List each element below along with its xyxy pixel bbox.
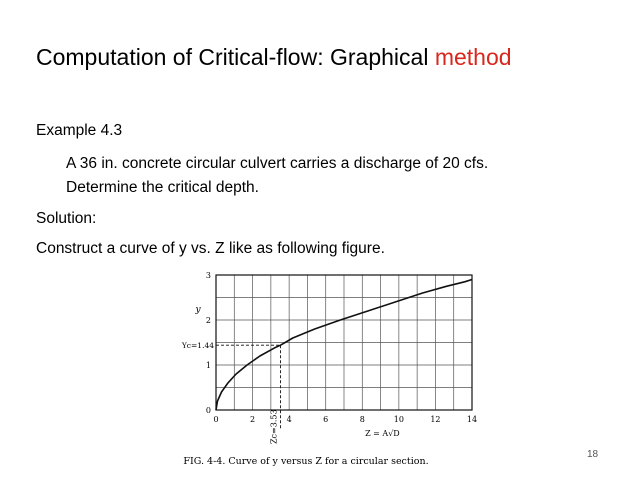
y-tick-label: 3: [206, 271, 211, 280]
x-tick-label: 12: [430, 415, 440, 424]
chart-axes: [215, 274, 473, 411]
x-tick-label: 2: [250, 415, 255, 424]
y-tick-label: 1: [206, 361, 211, 370]
x-tick-label: 10: [394, 415, 404, 424]
title-accent: method: [434, 44, 512, 70]
x-tick-label: 6: [323, 415, 328, 424]
zc-annotation: Zc=3.53: [270, 409, 279, 444]
x-tick-label: 4: [287, 415, 292, 424]
figure-caption: FIG. 4-4. Curve of y versus Z for a circ…: [183, 456, 428, 467]
curve-y-vs-z: [215, 278, 473, 411]
y-tick-label: 2: [206, 316, 211, 325]
y-tick-label: 0: [206, 406, 211, 415]
x-tick-label: 14: [467, 415, 477, 424]
x-axis-label: Z = A√D: [365, 429, 400, 438]
problem-line-1: A 36 in. concrete circular culvert carri…: [66, 155, 489, 172]
solution-heading: Solution:: [36, 210, 97, 227]
solution-text: Construct a curve of y vs. Z like as fol…: [36, 240, 385, 257]
title-main: Computation of Critical-flow: Graphical: [36, 44, 435, 70]
example-heading: Example 4.3: [36, 122, 123, 139]
chart-grid: [215, 274, 473, 411]
plot-frame: [215, 274, 473, 411]
chart-labels: y Z = A√D Yc=1.44 Zc=3.53 FIG. 4-4. Curve of…: [181, 305, 429, 467]
slide-title: Computation of Critical-flow: Graphical …: [36, 44, 512, 71]
yc-annotation: Yc=1.44: [181, 341, 214, 350]
chart-marks: [215, 278, 473, 411]
y-axis-label: y: [194, 305, 201, 315]
page-number: 18: [587, 449, 599, 460]
x-tick-label: 0: [213, 415, 218, 424]
x-tick-label: 8: [360, 415, 365, 424]
critical-guides: [216, 344, 281, 430]
problem-line-2: Determine the critical depth.: [66, 179, 259, 196]
